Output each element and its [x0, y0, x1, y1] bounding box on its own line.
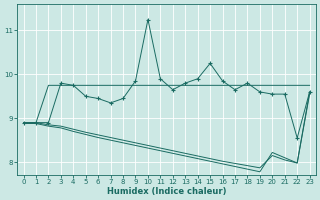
X-axis label: Humidex (Indice chaleur): Humidex (Indice chaleur) [107, 187, 226, 196]
